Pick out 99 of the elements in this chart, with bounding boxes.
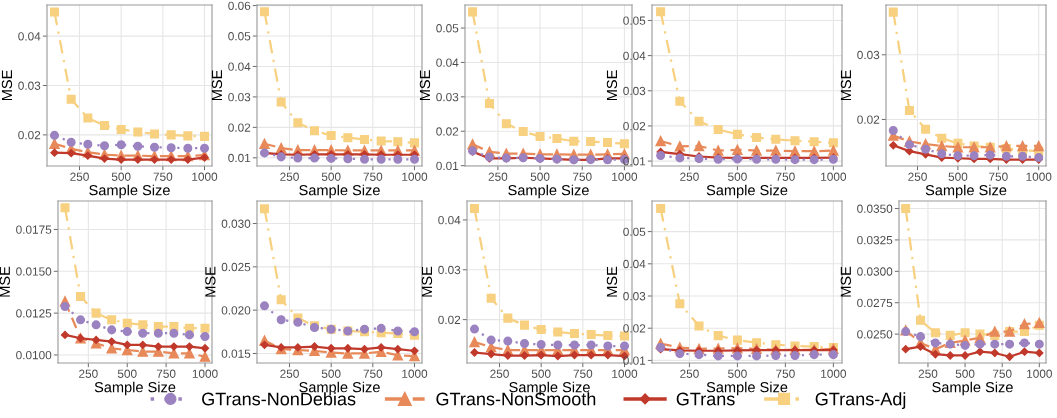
y-tick-label: 0.02 (857, 115, 880, 124)
y-tick-label: 0.04 (438, 215, 461, 225)
x-tick-label: 250 (490, 369, 509, 378)
x-tick-label: 1000 (192, 172, 218, 181)
x-tick-label: 250 (79, 369, 98, 378)
y-tick-label: 0.02 (623, 324, 646, 333)
y-tick-label: 0.0150 (16, 267, 52, 276)
y-tick-label: 0.04 (623, 259, 646, 269)
x-tick-label: 250 (70, 172, 89, 181)
x-tick-label: 1000 (192, 369, 218, 378)
y-axis-title: MSE (840, 70, 852, 101)
y-axis-title: MSE (840, 266, 851, 297)
x-tick-label: 250 (918, 369, 938, 378)
x-tick-label: 1000 (402, 369, 428, 378)
x-axis-title: Sample Size (706, 184, 788, 199)
y-axis-title: MSE (421, 266, 433, 297)
x-tick-label: 1000 (612, 172, 638, 181)
y-tick-label: 0.03 (623, 292, 646, 301)
y-tick-label: 0.0250 (857, 330, 893, 339)
x-tick-label: 500 (955, 369, 975, 378)
legend-label: GTrans-Adj (815, 392, 906, 409)
y-tick-label: 0.02 (18, 130, 41, 140)
x-axis-title: Sample Size (94, 381, 176, 396)
y-tick-label: 0.02 (438, 315, 461, 325)
y-tick-label: 0.04 (228, 62, 251, 71)
y-tick-label: 0.030 (221, 219, 251, 228)
y-tick-label: 0.05 (623, 227, 646, 236)
x-axis-title: Sample Size (299, 184, 380, 199)
y-tick-label: 0.025 (221, 262, 251, 272)
x-tick-label: 500 (117, 369, 137, 378)
y-axis-title: MSE (205, 266, 216, 297)
x-tick-label: 750 (776, 172, 795, 181)
x-tick-label: 750 (989, 172, 1008, 181)
x-tick-label: 500 (728, 172, 747, 181)
x-tick-label: 250 (280, 369, 299, 378)
x-tick-label: 250 (908, 172, 927, 181)
y-tick-label: 0.0175 (16, 225, 52, 234)
y-tick-label: 0.04 (436, 58, 459, 67)
x-tick-label: 250 (488, 172, 508, 181)
y-tick-label: 0.0300 (857, 267, 893, 276)
x-tick-label: 1000 (402, 172, 428, 181)
y-tick-label: 0.03 (18, 81, 41, 90)
y-tick-label: 0.06 (228, 1, 251, 10)
y-tick-label: 0.0275 (857, 298, 893, 308)
y-tick-label: 0.015 (221, 349, 251, 358)
x-tick-label: 1000 (1026, 172, 1052, 181)
y-tick-label: 0.02 (228, 123, 251, 132)
y-tick-label: 0.0100 (16, 351, 52, 360)
y-tick-label: 0.03 (623, 86, 646, 96)
x-tick-label: 750 (363, 172, 383, 181)
y-tick-label: 0.02 (623, 121, 646, 131)
y-tick-label: 0.03 (857, 50, 880, 60)
x-tick-label: 500 (111, 172, 131, 181)
y-tick-label: 0.05 (623, 16, 646, 25)
y-axis-title: MSE (606, 70, 618, 101)
y-tick-label: 0.01 (436, 161, 459, 171)
x-tick-label: 500 (531, 369, 551, 378)
y-axis-title: MSE (419, 70, 431, 101)
y-tick-label: 0.04 (18, 32, 41, 41)
y-axis-title: MSE (211, 70, 223, 101)
x-tick-label: 750 (776, 369, 795, 378)
x-tick-label: 750 (156, 369, 176, 378)
x-axis-title: Sample Size (508, 184, 589, 199)
y-tick-label: 0.03 (228, 92, 251, 102)
x-tick-label: 250 (680, 172, 699, 181)
x-tick-label: 1000 (1027, 369, 1052, 378)
x-axis-title: Sample Size (932, 381, 1013, 396)
y-tick-label: 0.03 (436, 92, 459, 102)
x-tick-label: 500 (530, 172, 550, 181)
y-axis-title: MSE (606, 266, 618, 297)
y-tick-label: 0.02 (436, 127, 459, 136)
x-tick-label: 1000 (821, 369, 847, 378)
x-tick-label: 500 (948, 172, 968, 181)
y-tick-label: 0.020 (221, 306, 251, 315)
y-tick-label: 0.01 (228, 153, 251, 163)
y-tick-label: 0.05 (228, 32, 251, 41)
y-tick-label: 0.0125 (16, 309, 52, 318)
x-tick-label: 500 (321, 172, 341, 181)
x-tick-label: 750 (153, 172, 173, 181)
y-axis-title: MSE (0, 266, 10, 297)
x-tick-label: 500 (728, 369, 747, 378)
x-tick-label: 1000 (821, 172, 847, 181)
y-axis-title: MSE (1, 70, 13, 101)
x-tick-label: 500 (321, 369, 341, 378)
x-axis-title: Sample Size (925, 184, 1007, 199)
x-tick-label: 1000 (612, 369, 638, 378)
y-tick-label: 0.04 (623, 51, 646, 61)
y-tick-label: 0.0350 (857, 204, 893, 213)
x-tick-label: 750 (573, 369, 593, 378)
x-tick-label: 250 (680, 369, 699, 378)
y-tick-label: 0.0325 (857, 235, 893, 245)
x-tick-label: 750 (363, 369, 383, 378)
y-tick-label: 0.05 (436, 24, 459, 33)
x-tick-label: 250 (280, 172, 299, 181)
x-tick-label: 750 (992, 369, 1012, 378)
x-axis-title: Sample Size (89, 184, 170, 199)
y-tick-label: 0.03 (438, 265, 461, 275)
y-tick-label: 0.01 (623, 356, 646, 365)
x-tick-label: 750 (572, 172, 592, 181)
